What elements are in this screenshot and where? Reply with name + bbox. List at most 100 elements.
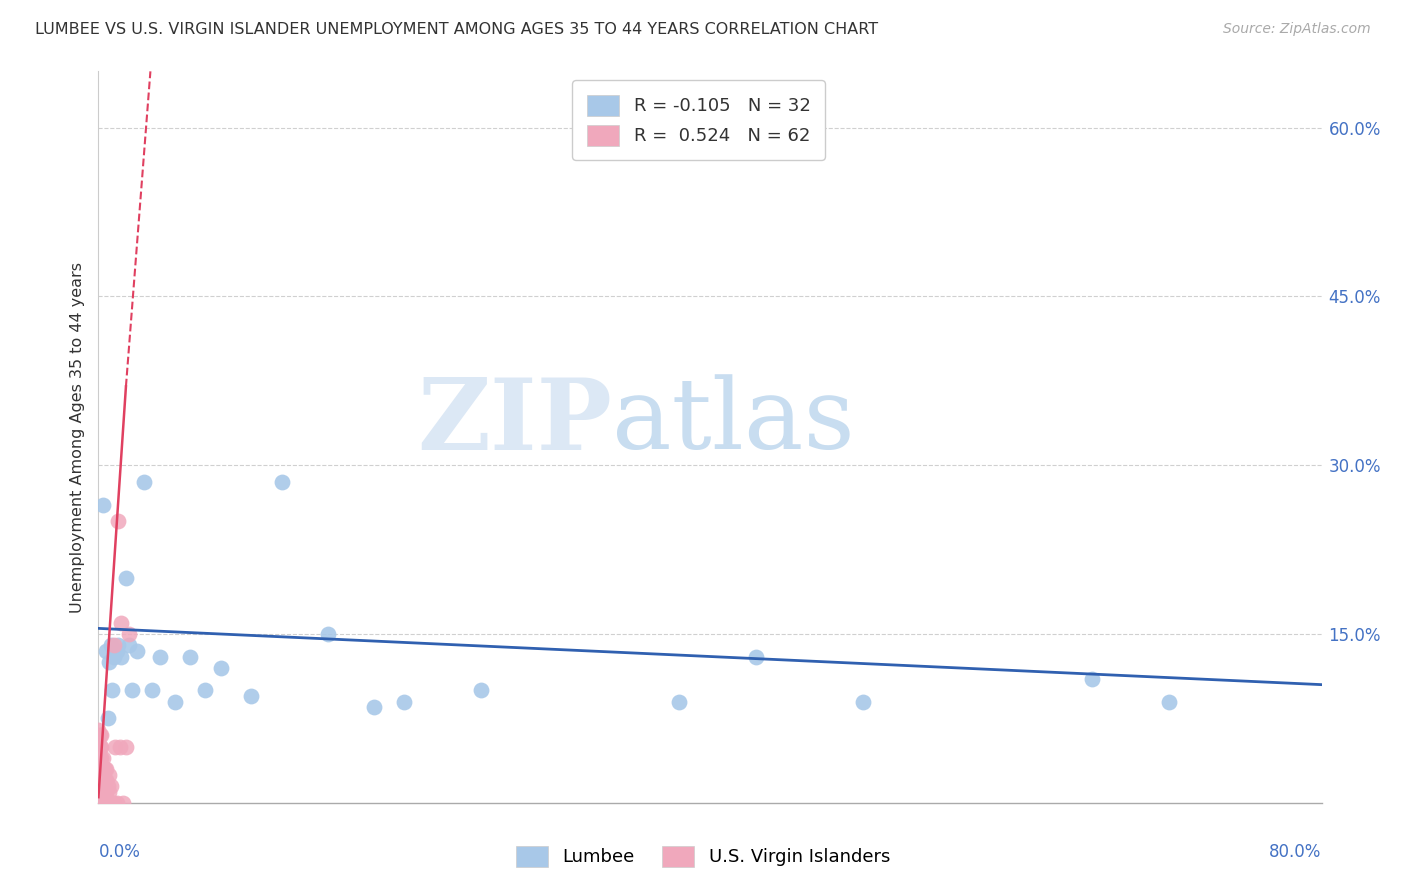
Legend: Lumbee, U.S. Virgin Islanders: Lumbee, U.S. Virgin Islanders xyxy=(509,838,897,874)
Point xyxy=(101,796,124,810)
Point xyxy=(108,739,131,754)
Point xyxy=(111,796,134,810)
Text: 80.0%: 80.0% xyxy=(1270,843,1322,861)
Point xyxy=(90,779,112,793)
Point xyxy=(209,661,232,675)
Point xyxy=(89,728,111,742)
Point xyxy=(91,751,114,765)
Legend: R = -0.105   N = 32, R =  0.524   N = 62: R = -0.105 N = 32, R = 0.524 N = 62 xyxy=(572,80,825,160)
Point xyxy=(90,762,112,776)
Point xyxy=(101,683,124,698)
Point xyxy=(118,627,141,641)
Point xyxy=(97,796,120,810)
Point xyxy=(163,694,186,708)
Point xyxy=(98,655,121,669)
Point xyxy=(100,779,122,793)
Point xyxy=(87,745,110,759)
Point xyxy=(89,779,111,793)
Point xyxy=(103,649,125,664)
Point xyxy=(94,773,117,788)
Point xyxy=(194,683,217,698)
Point xyxy=(89,784,111,798)
Point xyxy=(89,790,111,805)
Point xyxy=(94,644,117,658)
Point xyxy=(93,773,115,788)
Point xyxy=(89,751,111,765)
Point xyxy=(90,751,112,765)
Point xyxy=(98,796,121,810)
Point xyxy=(89,767,111,781)
Point xyxy=(90,790,112,805)
Point xyxy=(103,638,125,652)
Point xyxy=(125,644,148,658)
Point xyxy=(91,762,114,776)
Point xyxy=(90,767,112,781)
Point xyxy=(87,751,110,765)
Point xyxy=(90,773,112,788)
Point xyxy=(104,739,127,754)
Point xyxy=(118,638,141,652)
Text: ZIP: ZIP xyxy=(418,374,612,471)
Point xyxy=(94,784,117,798)
Point xyxy=(363,700,385,714)
Point xyxy=(115,739,138,754)
Point xyxy=(1081,672,1104,686)
Point xyxy=(91,498,114,512)
Point xyxy=(1157,694,1180,708)
Point xyxy=(94,762,117,776)
Point xyxy=(115,571,138,585)
Point xyxy=(121,683,143,698)
Point xyxy=(97,711,120,725)
Point xyxy=(87,773,110,788)
Point xyxy=(98,767,121,781)
Point xyxy=(316,627,339,641)
Point xyxy=(87,796,110,810)
Point xyxy=(270,475,292,489)
Text: LUMBEE VS U.S. VIRGIN ISLANDER UNEMPLOYMENT AMONG AGES 35 TO 44 YEARS CORRELATIO: LUMBEE VS U.S. VIRGIN ISLANDER UNEMPLOYM… xyxy=(35,22,879,37)
Point xyxy=(107,515,129,529)
Point xyxy=(89,796,111,810)
Point xyxy=(90,784,112,798)
Point xyxy=(392,694,416,708)
Point xyxy=(91,796,114,810)
Point xyxy=(91,790,114,805)
Point xyxy=(87,734,110,748)
Point xyxy=(105,644,128,658)
Point xyxy=(110,649,132,664)
Text: 0.0%: 0.0% xyxy=(98,843,141,861)
Point xyxy=(97,779,120,793)
Y-axis label: Unemployment Among Ages 35 to 44 years: Unemployment Among Ages 35 to 44 years xyxy=(69,261,84,613)
Text: Source: ZipAtlas.com: Source: ZipAtlas.com xyxy=(1223,22,1371,37)
Point xyxy=(87,756,110,771)
Point xyxy=(90,739,112,754)
Point xyxy=(149,649,172,664)
Point xyxy=(93,784,115,798)
Point xyxy=(852,694,875,708)
Point xyxy=(134,475,156,489)
Point xyxy=(98,784,121,798)
Point xyxy=(240,689,263,703)
Point xyxy=(100,796,122,810)
Point xyxy=(89,773,111,788)
Point xyxy=(90,728,112,742)
Point xyxy=(87,723,110,737)
Point xyxy=(91,784,114,798)
Point xyxy=(105,796,128,810)
Point xyxy=(668,694,690,708)
Point xyxy=(107,638,129,652)
Point xyxy=(94,796,117,810)
Point xyxy=(470,683,492,698)
Point xyxy=(110,615,132,630)
Point xyxy=(93,796,115,810)
Point xyxy=(141,683,163,698)
Point xyxy=(90,796,112,810)
Point xyxy=(89,762,111,776)
Point xyxy=(103,796,125,810)
Point xyxy=(87,762,110,776)
Point xyxy=(89,739,111,754)
Point xyxy=(87,790,110,805)
Point xyxy=(100,638,122,652)
Point xyxy=(87,784,110,798)
Point xyxy=(91,773,114,788)
Text: atlas: atlas xyxy=(612,375,855,470)
